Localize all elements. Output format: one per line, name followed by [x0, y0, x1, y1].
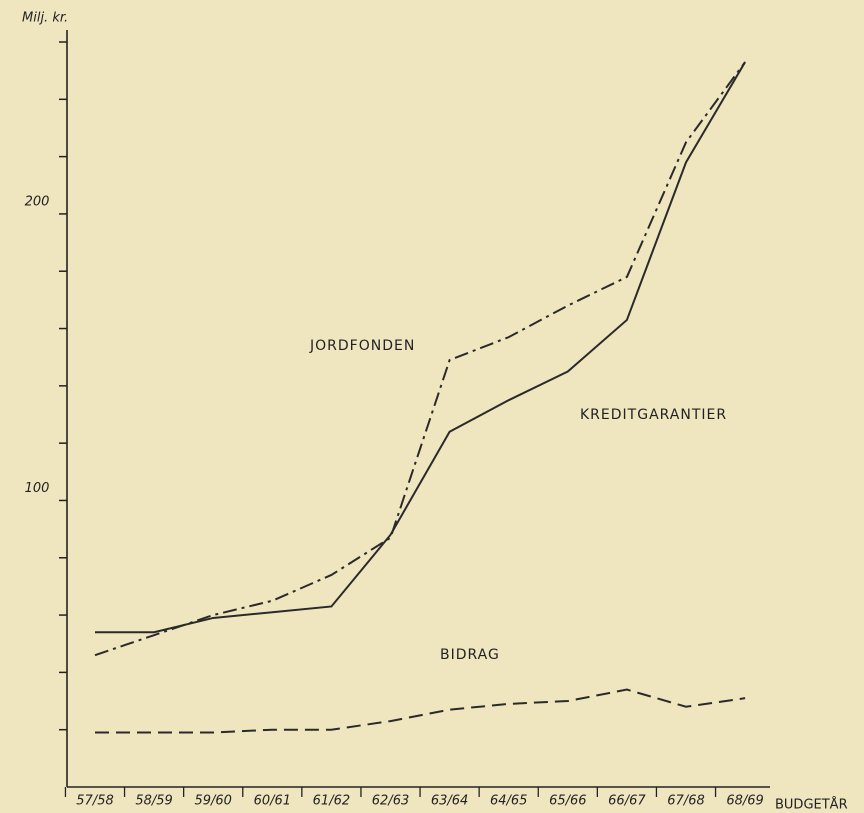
series-line [94, 61, 746, 657]
x-tick-label: 59/60 [194, 794, 231, 809]
series-label: JORDFONDEN [309, 338, 415, 354]
x-tick-label: 64/65 [490, 794, 527, 809]
series-line [95, 688, 746, 734]
series-line [95, 61, 746, 634]
x-tick-label: 66/67 [608, 794, 646, 809]
x-tick-label: 58/59 [135, 794, 172, 809]
x-tick-label: 57/58 [76, 794, 113, 809]
x-tick-label: 62/63 [372, 794, 409, 809]
y-tick-label: 200 [25, 194, 50, 209]
series-label: KREDITGARANTIER [580, 407, 727, 423]
x-tick-label: 68/69 [726, 794, 763, 809]
x-tick-label: 67/68 [667, 794, 704, 809]
y-axis-label: Milj. kr. [22, 11, 68, 26]
x-axis-label: BUDGETÅR [775, 797, 848, 813]
x-tick-label: 61/62 [313, 794, 350, 809]
series-label: BIDRAG [440, 647, 500, 663]
y-tick-label: 100 [25, 481, 50, 496]
x-tick-label: 65/66 [549, 794, 586, 809]
x-tick-label: 63/64 [431, 794, 468, 809]
x-tick-label: 60/61 [254, 794, 291, 809]
